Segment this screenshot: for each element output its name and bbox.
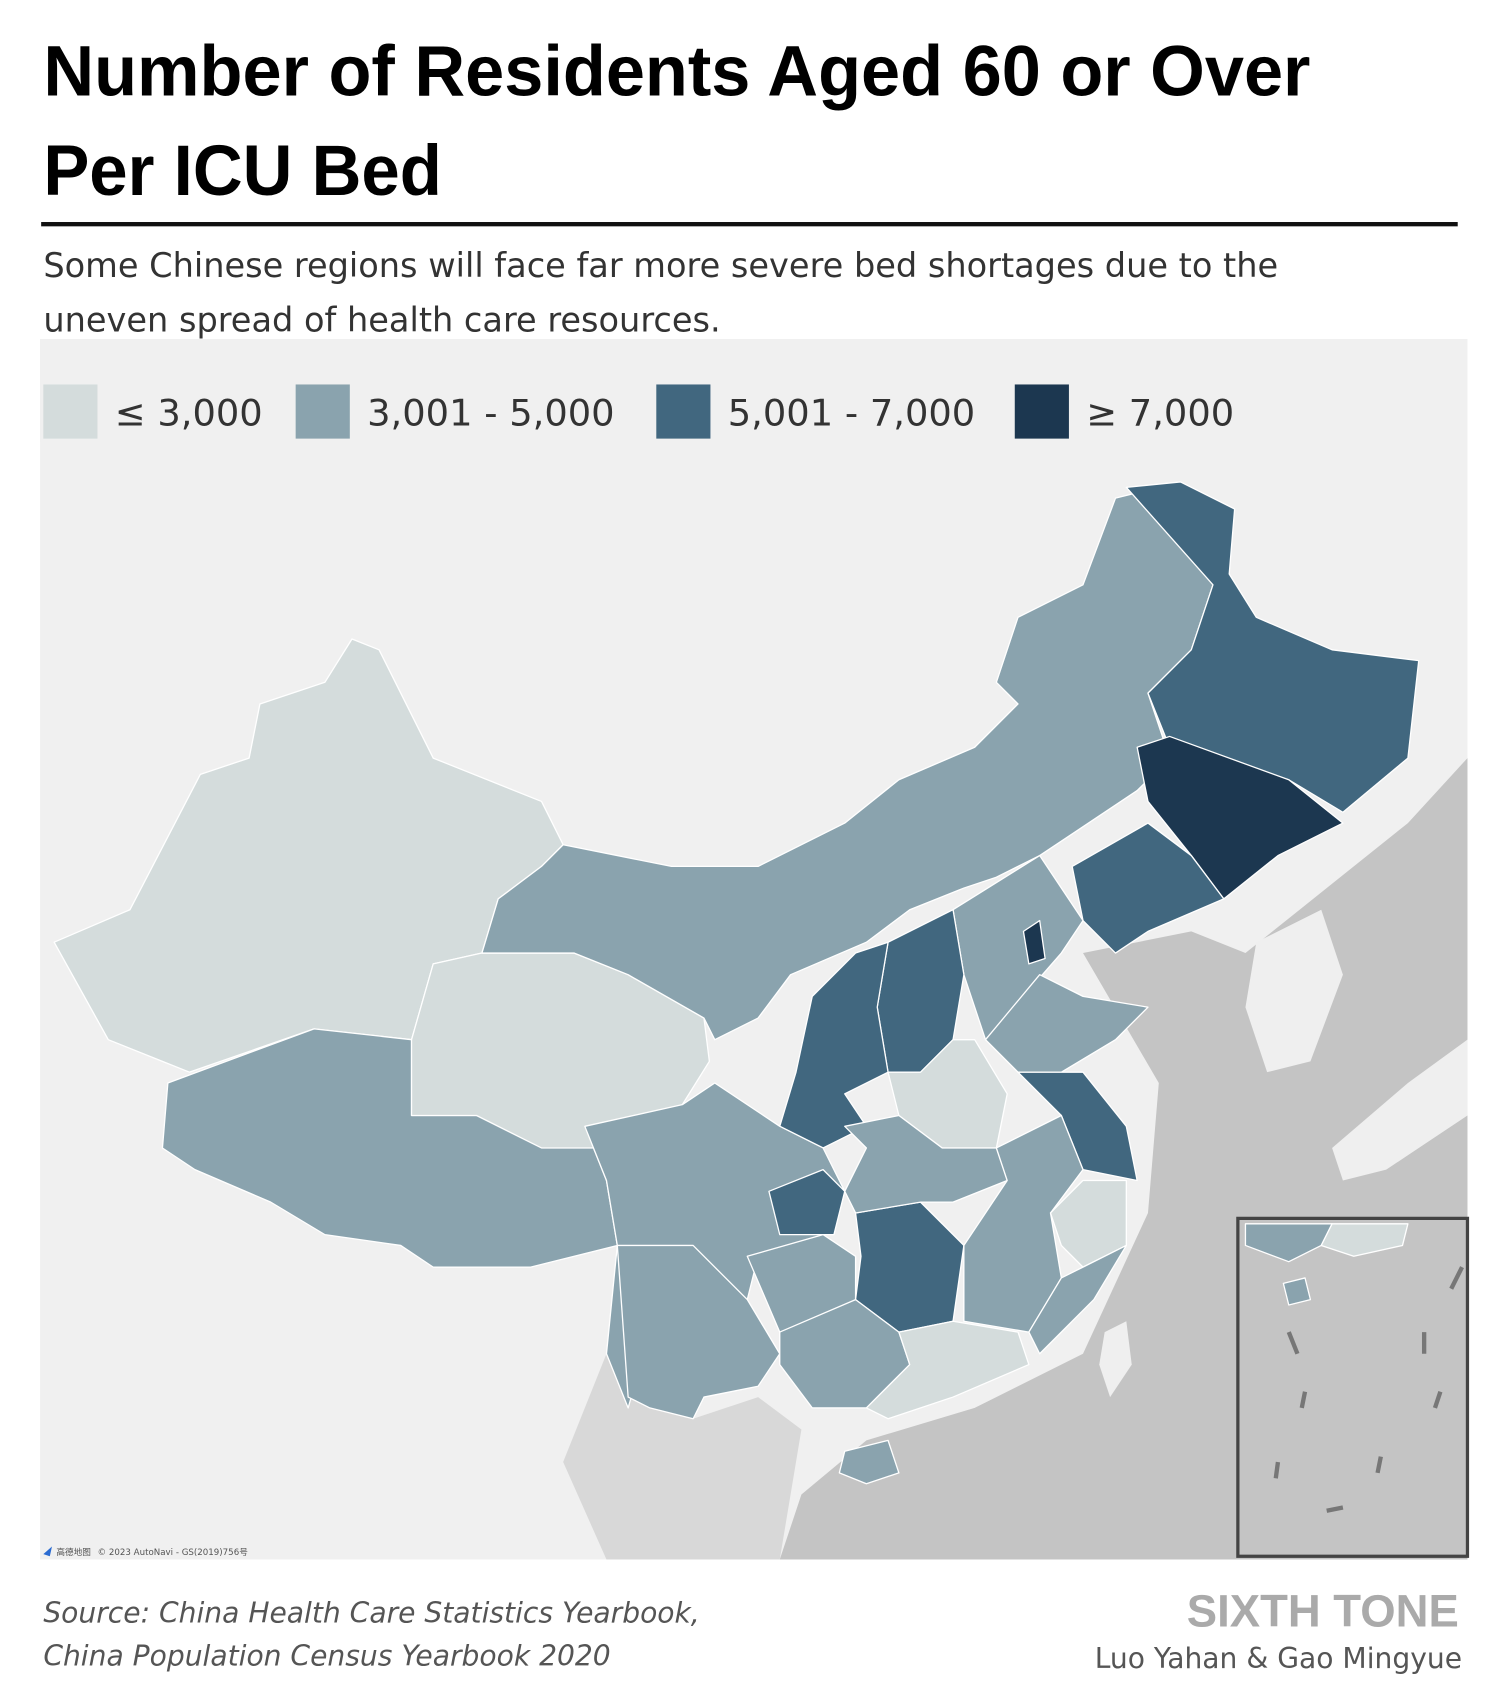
map: 高德地图 © 2023 AutoNavi - GS(2019)756号 <box>40 338 1470 1560</box>
provider-logo <box>43 1546 52 1557</box>
japan <box>1332 1039 1468 1181</box>
province <box>1028 1244 1127 1355</box>
title-line: Number of Residents Aged 60 or Over <box>43 31 1310 111</box>
map-attribution: © 2023 AutoNavi - GS(2019)756号 <box>97 1547 248 1558</box>
korea <box>1245 909 1343 1073</box>
province <box>616 1244 781 1420</box>
subtitle-line: uneven spread of health care resources. <box>43 300 720 339</box>
province <box>844 1114 1008 1214</box>
map-provider: 高德地图 <box>56 1546 91 1558</box>
province <box>1125 481 1420 813</box>
legend-label: 5,001 - 7,000 <box>728 392 975 435</box>
legend-swatch <box>1014 384 1069 439</box>
province <box>1282 1277 1312 1306</box>
source-line: Source: China Health Care Statistics Yea… <box>43 1596 699 1629</box>
province <box>768 1168 846 1236</box>
province <box>1320 1223 1409 1257</box>
province <box>1071 822 1225 954</box>
brand: SIXTH TONE <box>1187 1586 1459 1637</box>
southeast-asia <box>563 1353 802 1560</box>
legend-label: ≥ 7,000 <box>1086 392 1234 435</box>
province <box>779 941 889 1149</box>
inset-boundary <box>1273 1266 1464 1513</box>
legend-swatch <box>295 384 350 439</box>
legend-label: ≤ 3,000 <box>115 392 263 435</box>
legend: ≤ 3,000 3,001 - 5,000 5,001 - 7,000 ≥ 7,000 <box>43 384 1234 439</box>
legend-background <box>40 338 1468 442</box>
province <box>865 1320 1030 1420</box>
title-line: Per ICU Bed <box>43 131 442 211</box>
inset-frame <box>1236 1216 1470 1558</box>
province <box>1136 735 1344 900</box>
taiwan <box>1099 1321 1132 1398</box>
title-rule <box>41 222 1458 227</box>
source-line: China Population Census Yearbook 2020 <box>43 1640 610 1673</box>
province <box>1244 1223 1333 1263</box>
legend-label: 3,001 - 5,000 <box>367 392 614 435</box>
province <box>838 1439 900 1485</box>
legend-swatch <box>43 384 98 439</box>
province <box>1022 919 1046 965</box>
legend-swatch <box>656 384 711 439</box>
authors: Luo Yahan & Gao Mingyue <box>1095 1642 1462 1675</box>
subtitle-line: Some Chinese regions will face far more … <box>43 246 1278 285</box>
